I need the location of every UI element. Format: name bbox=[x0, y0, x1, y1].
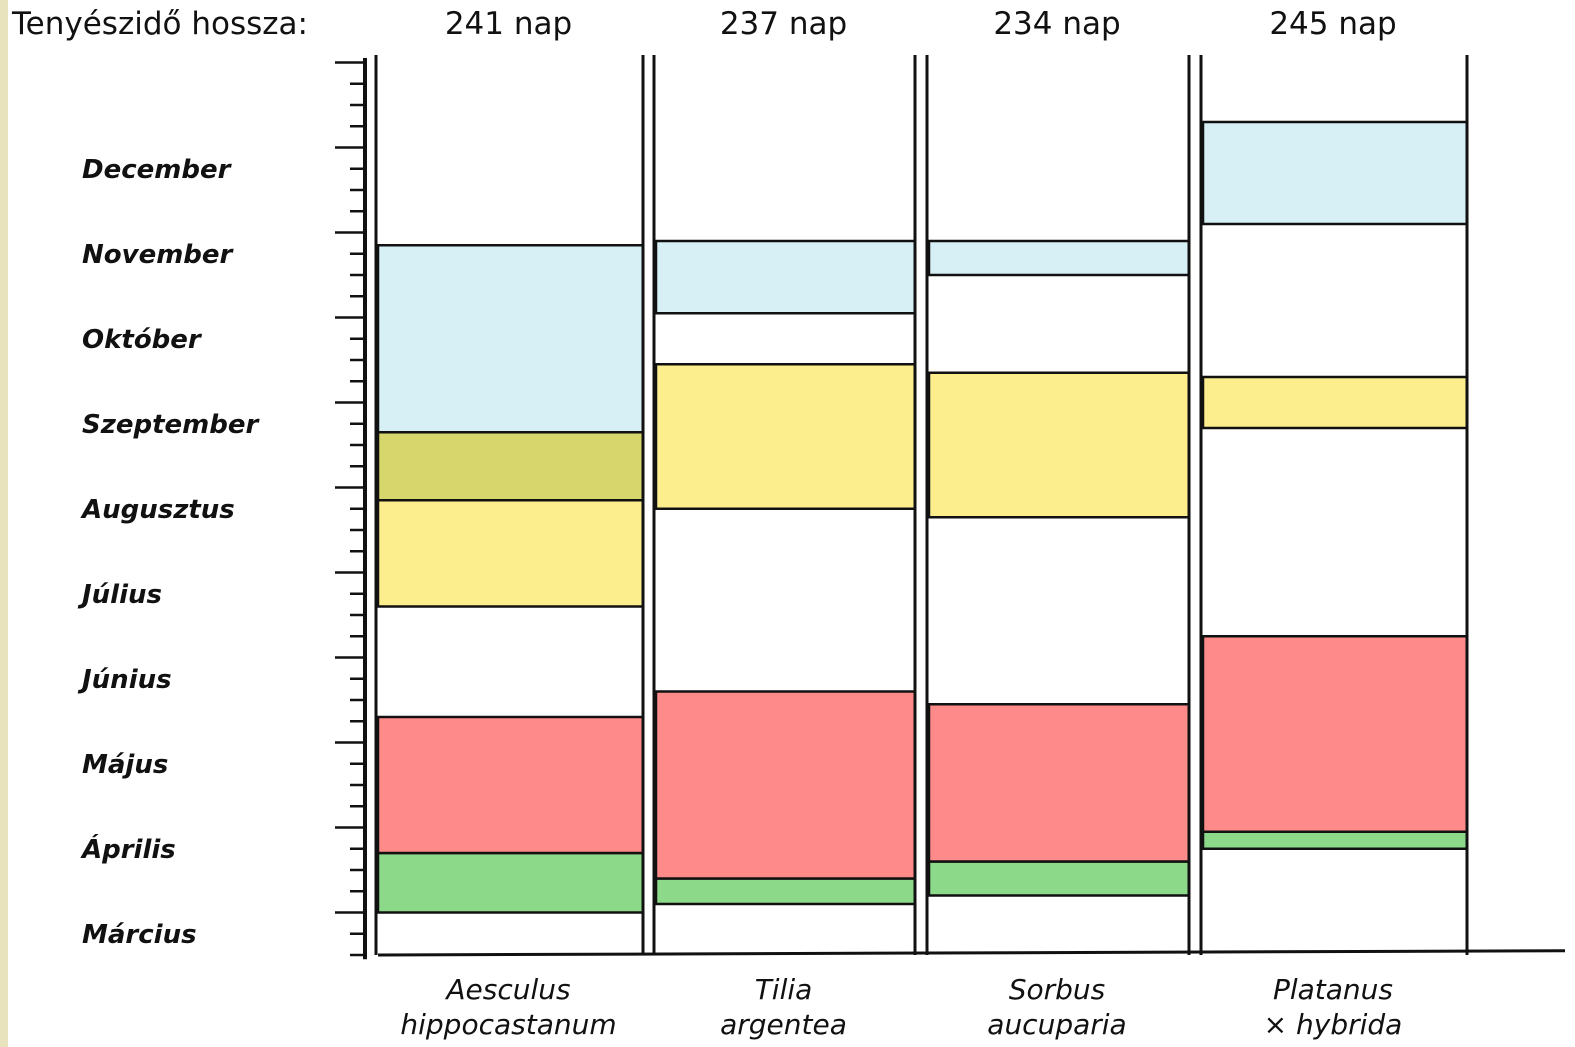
species-label: aucuparia bbox=[987, 1008, 1126, 1041]
month-axis bbox=[335, 61, 365, 957]
species-label: Platanus bbox=[1273, 973, 1393, 1006]
month-label: Július bbox=[77, 580, 162, 610]
band-4-yellow bbox=[1201, 375, 1469, 430]
band-1-green bbox=[376, 851, 645, 914]
baseline bbox=[377, 949, 1566, 957]
band-3-yellow bbox=[927, 371, 1191, 519]
season-length-value: 234 nap bbox=[993, 6, 1120, 42]
month-label: Március bbox=[82, 920, 197, 950]
band-2-green bbox=[654, 877, 917, 906]
frame-edge bbox=[0, 0, 8, 1047]
species-label: hippocastanum bbox=[400, 1008, 616, 1041]
season-length-value: 245 nap bbox=[1269, 6, 1396, 42]
labels-layer: Március Április Május Június Július Augusztus… bbox=[77, 6, 1402, 1041]
month-label: Április bbox=[80, 833, 176, 865]
month-label: Május bbox=[82, 750, 168, 780]
season-length-header: Tenyészidő hossza: bbox=[11, 6, 308, 42]
month-label: December bbox=[82, 155, 233, 185]
species-label: argentea bbox=[720, 1008, 847, 1041]
band-1-lightblue bbox=[376, 244, 645, 434]
band-3-lightblue bbox=[927, 239, 1191, 277]
band-2-yellow bbox=[654, 363, 917, 510]
month-label: Szeptember bbox=[82, 410, 261, 440]
month-label: Június bbox=[77, 665, 172, 695]
season-length-value: 237 nap bbox=[720, 6, 847, 42]
band-2-lightblue bbox=[654, 239, 917, 315]
bands-layer bbox=[376, 120, 1469, 914]
species-label: Tilia bbox=[755, 973, 813, 1006]
band-4-lightblue bbox=[1201, 120, 1469, 226]
band-1-yellow bbox=[376, 499, 645, 608]
species-label: × hybrida bbox=[1264, 1008, 1403, 1041]
band-2-red bbox=[654, 690, 917, 880]
band-4-red bbox=[1201, 635, 1469, 833]
month-label: Augusztus bbox=[80, 495, 235, 525]
season-length-value: 241 nap bbox=[445, 6, 572, 42]
band-4-green bbox=[1201, 830, 1469, 850]
band-3-red bbox=[927, 703, 1191, 863]
band-1-olive bbox=[376, 431, 645, 502]
species-label: Sorbus bbox=[1009, 973, 1106, 1006]
species-label: Aesculus bbox=[444, 973, 570, 1006]
band-1-red bbox=[376, 715, 645, 855]
month-label: Október bbox=[82, 325, 203, 355]
month-label: November bbox=[82, 240, 235, 270]
columns-frame bbox=[363, 55, 1566, 960]
band-3-green bbox=[927, 860, 1191, 897]
